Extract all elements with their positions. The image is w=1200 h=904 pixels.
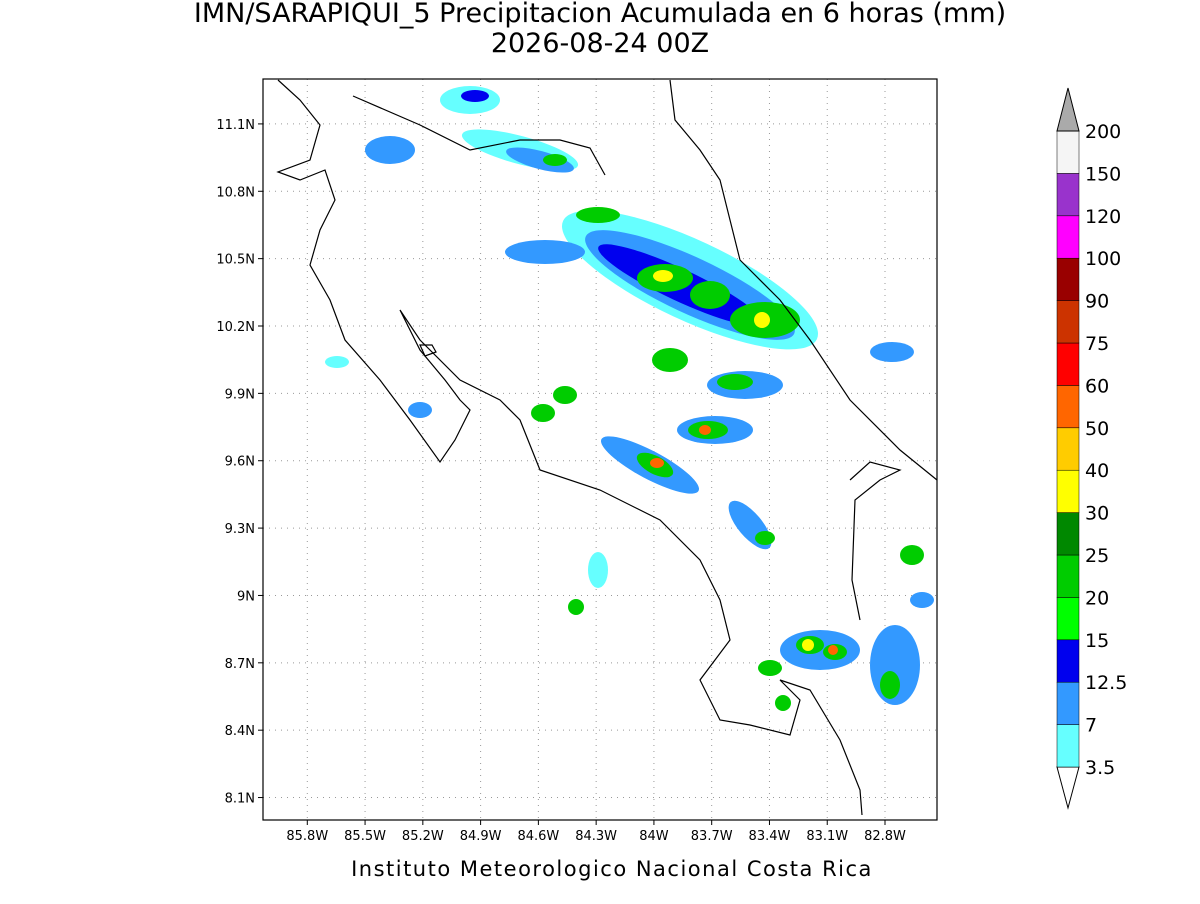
lat-tick-label: 8.7N (225, 657, 255, 672)
colorbar-over (1056, 87, 1080, 132)
colorbar-band (1056, 597, 1080, 641)
colorbar-band (1056, 173, 1080, 217)
colorbar-label: 25 (1085, 545, 1109, 567)
title-line-2: 2026-08-24 00Z (491, 28, 709, 59)
colorbar-band (1056, 554, 1080, 598)
colorbar-band (1056, 300, 1080, 344)
lon-tick-label: 83.1W (806, 829, 848, 844)
lon-tick-label: 84.9W (460, 829, 502, 844)
colorbar-label: 30 (1085, 503, 1109, 525)
colorbar-band (1056, 469, 1080, 513)
coastlines (276, 79, 938, 816)
axis-ticks: 85.8W 85.5W 85.2W 84.9W 84.6W 84.3W 84W 83.7W 83… (216, 118, 906, 844)
colorbar-label: 7 (1085, 715, 1097, 737)
colorbar-label: 150 (1085, 163, 1121, 185)
colorbar-label: 15 (1085, 630, 1109, 652)
colorbar-label: 120 (1085, 206, 1121, 228)
colorbar-band (1056, 385, 1080, 429)
lat-tick-label: 9.3N (225, 522, 255, 537)
lat-tick-label: 11.1N (216, 118, 255, 133)
colorbar-band (1056, 342, 1080, 386)
colorbar-label: 60 (1085, 375, 1109, 397)
colorbar-label: 75 (1085, 333, 1109, 355)
lon-tick-label: 84W (639, 829, 669, 844)
lon-tick-label: 85.2W (402, 829, 444, 844)
lon-tick-label: 85.5W (344, 829, 386, 844)
colorbar-label: 100 (1085, 248, 1121, 270)
map-frame (262, 78, 938, 821)
colorbar-band (1056, 257, 1080, 301)
colorbar-band (1056, 512, 1080, 556)
colorbar-label: 3.5 (1085, 757, 1115, 779)
lon-tick-label: 82.8W (864, 829, 906, 844)
title-line-1: IMN/SARAPIQUI_5 Precipitacion Acumulada … (194, 0, 1006, 29)
lon-tick-label: 83.7W (691, 829, 733, 844)
colorbar-band (1056, 724, 1080, 768)
lon-tick-label: 84.6W (517, 829, 559, 844)
lat-tick-label: 10.8N (216, 185, 255, 200)
colorbar-label: 12.5 (1085, 672, 1127, 694)
colorbar-under (1056, 766, 1080, 810)
colorbar-label: 40 (1085, 460, 1109, 482)
colorbar-band (1056, 427, 1080, 471)
colorbar-label: 200 (1085, 121, 1121, 143)
grid (263, 79, 937, 820)
lon-tick-label: 85.8W (286, 829, 328, 844)
lat-tick-label: 9.6N (225, 455, 255, 470)
colorbar-band (1056, 215, 1080, 259)
lon-tick-label: 83.4W (749, 829, 791, 844)
lat-tick-label: 8.4N (225, 724, 255, 739)
footer: Instituto Meteorologico Nacional Costa R… (351, 857, 873, 881)
lat-tick-label: 8.1N (225, 792, 255, 807)
lon-tick-label: 84.3W (575, 829, 617, 844)
colorbar-label: 90 (1085, 291, 1109, 313)
colorbar-label: 20 (1085, 587, 1109, 609)
colorbar-label: 50 (1085, 418, 1109, 440)
colorbar-band (1056, 130, 1080, 174)
lat-tick-label: 10.5N (216, 253, 255, 268)
colorbar-band (1056, 681, 1080, 725)
colorbar: 3.5 7 12.5 15 20 25 30 40 50 60 75 90 100 120 150 200 (1056, 87, 1127, 810)
colorbar-band (1056, 639, 1080, 683)
lat-tick-label: 9N (237, 589, 255, 604)
lat-tick-label: 10.2N (216, 320, 255, 335)
precipitation-field (325, 86, 934, 711)
lat-tick-label: 9.9N (225, 387, 255, 402)
